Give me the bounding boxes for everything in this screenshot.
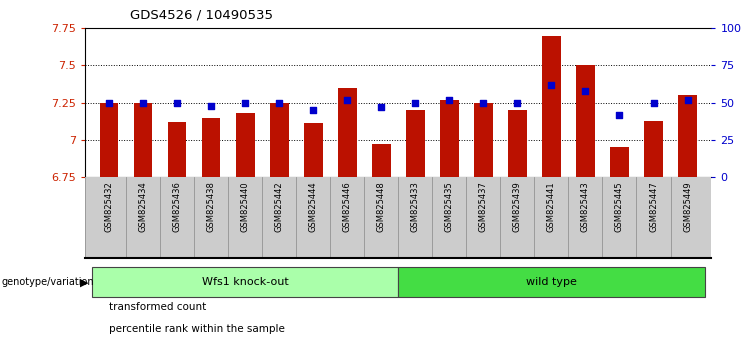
Bar <box>508 110 527 177</box>
Point <box>511 100 523 105</box>
Text: GSM825447: GSM825447 <box>649 181 658 232</box>
Text: percentile rank within the sample: percentile rank within the sample <box>109 324 285 333</box>
Bar <box>644 120 663 177</box>
Bar <box>399 267 705 297</box>
Text: GSM825443: GSM825443 <box>581 181 590 232</box>
Point <box>409 100 421 105</box>
Text: transformed count: transformed count <box>109 302 206 312</box>
Bar <box>474 103 493 177</box>
Point <box>648 100 659 105</box>
Text: GSM825449: GSM825449 <box>683 181 692 232</box>
Bar <box>92 267 399 297</box>
Bar <box>610 147 629 177</box>
Point <box>103 100 115 105</box>
Point <box>137 100 149 105</box>
Point <box>614 112 625 118</box>
Bar <box>440 100 459 177</box>
Text: ▶: ▶ <box>80 277 88 287</box>
Bar <box>678 95 697 177</box>
Text: GSM825446: GSM825446 <box>343 181 352 232</box>
Bar <box>304 124 322 177</box>
Text: GSM825435: GSM825435 <box>445 181 453 232</box>
Text: Wfs1 knock-out: Wfs1 knock-out <box>202 277 288 287</box>
Bar <box>167 122 187 177</box>
Text: GSM825441: GSM825441 <box>547 181 556 232</box>
Bar <box>236 113 254 177</box>
Point <box>342 97 353 103</box>
Text: GSM825433: GSM825433 <box>411 181 420 232</box>
Text: wild type: wild type <box>526 277 576 287</box>
Text: GSM825444: GSM825444 <box>309 181 318 232</box>
Text: GSM825448: GSM825448 <box>376 181 386 232</box>
Point <box>273 100 285 105</box>
Text: GSM825442: GSM825442 <box>275 181 284 232</box>
Bar <box>542 36 561 177</box>
Point <box>443 97 455 103</box>
Text: GSM825432: GSM825432 <box>104 181 113 232</box>
Point <box>308 107 319 113</box>
Bar <box>576 65 595 177</box>
Point <box>376 104 388 110</box>
Bar <box>406 110 425 177</box>
Bar <box>202 118 221 177</box>
Bar <box>100 103 119 177</box>
Text: GSM825438: GSM825438 <box>207 181 216 232</box>
Text: GSM825440: GSM825440 <box>241 181 250 232</box>
Point <box>477 100 489 105</box>
Point <box>239 100 251 105</box>
Point <box>171 100 183 105</box>
Text: GSM825436: GSM825436 <box>173 181 182 232</box>
Bar <box>338 88 356 177</box>
Text: genotype/variation: genotype/variation <box>1 277 94 287</box>
Bar <box>372 144 391 177</box>
Bar <box>133 103 153 177</box>
Text: GSM825439: GSM825439 <box>513 181 522 232</box>
Point <box>682 97 694 103</box>
Point <box>545 82 557 88</box>
Text: GSM825434: GSM825434 <box>139 181 147 232</box>
Text: GSM825437: GSM825437 <box>479 181 488 232</box>
Bar <box>270 103 288 177</box>
Point <box>579 88 591 93</box>
Point <box>205 103 217 108</box>
Text: GDS4526 / 10490535: GDS4526 / 10490535 <box>130 9 273 22</box>
Text: GSM825445: GSM825445 <box>615 181 624 232</box>
